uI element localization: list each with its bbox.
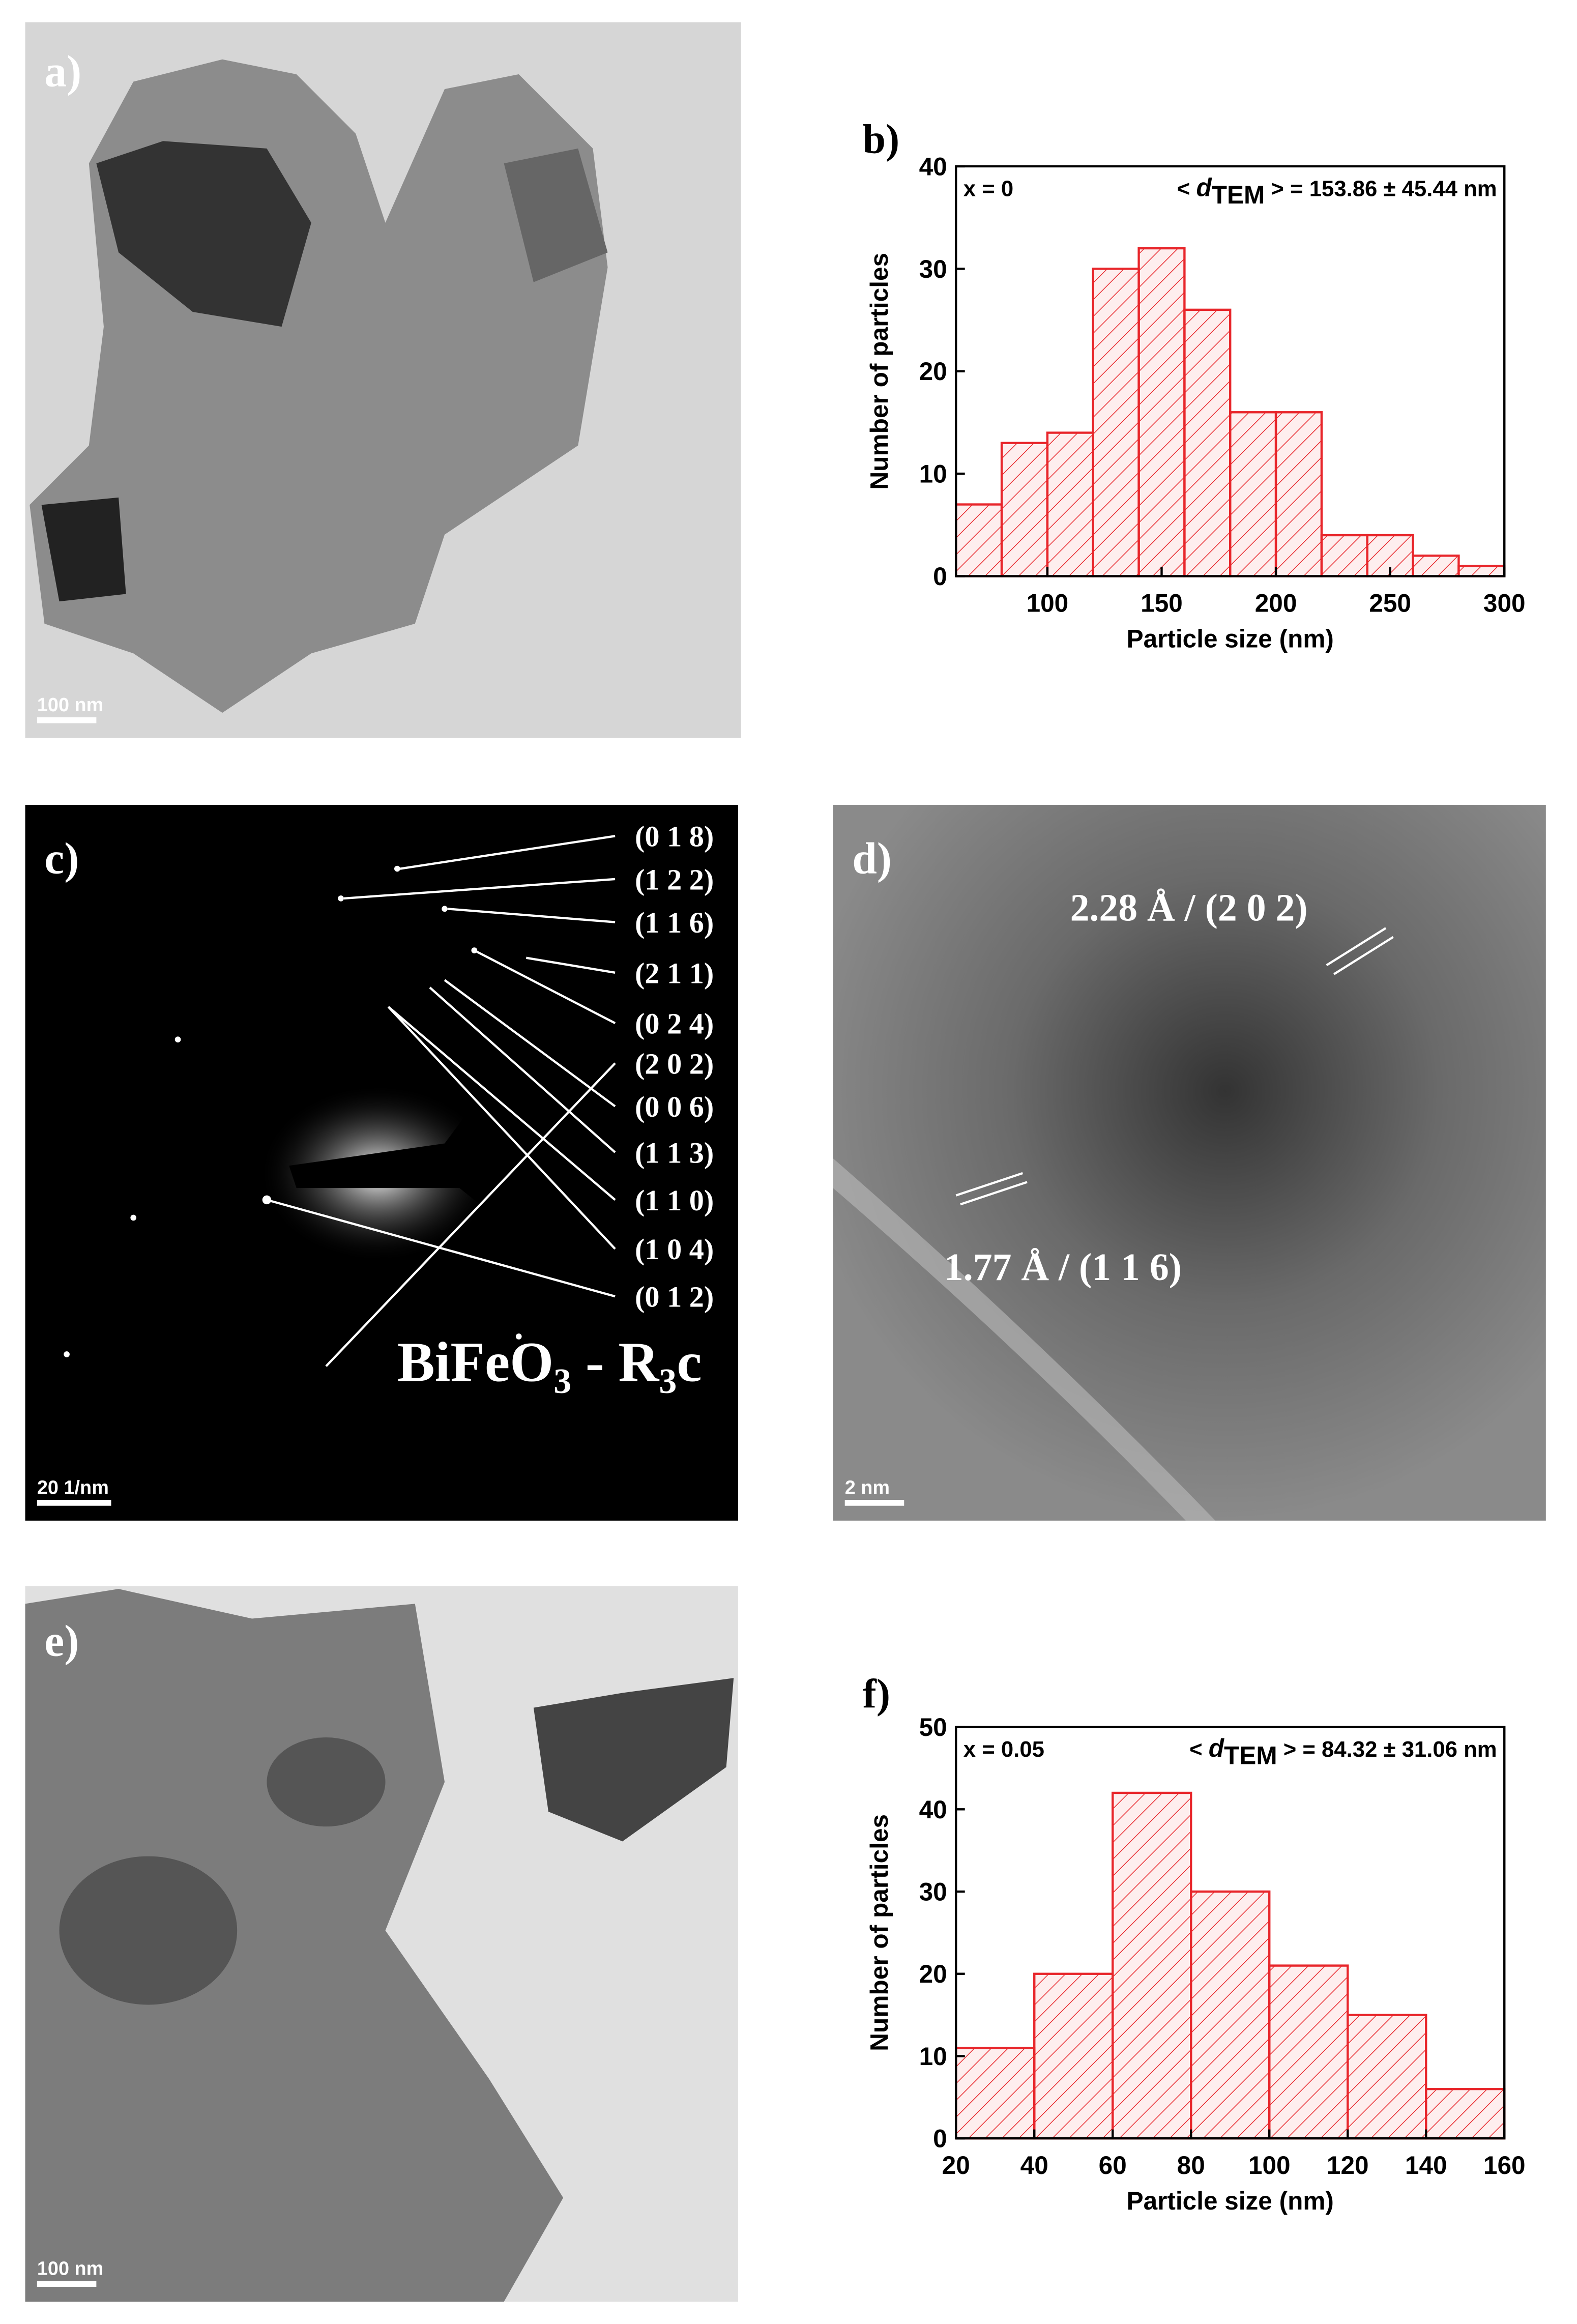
annotation: < dTEM > = 84.32 ± 31.06 nm [1189, 1734, 1497, 1770]
diffraction-label: (0 0 6) [635, 1090, 714, 1123]
histogram-bar [1268, 1964, 1349, 2140]
histogram-bar [1112, 1791, 1192, 2140]
y-tick-label: 0 [933, 562, 947, 591]
histogram-bar [1092, 268, 1140, 577]
annotation: x = 0 [963, 176, 1013, 201]
histogram-bar [1274, 411, 1323, 577]
diffraction-label: (1 2 2) [635, 863, 714, 896]
y-tick-label: 40 [919, 152, 947, 181]
x-axis-label: Particle size (nm) [1127, 625, 1334, 653]
diffraction-label: (0 2 4) [635, 1007, 714, 1040]
diffraction-image [25, 805, 738, 1521]
x-tick-label: 100 [1248, 2151, 1291, 2180]
phase-label-part: 3 [553, 1362, 571, 1401]
y-tick-label: 10 [919, 460, 947, 488]
x-tick-label: 80 [1177, 2151, 1205, 2180]
histogram-bar [1347, 2014, 1427, 2140]
annotation-part: > = 84.32 ± 31.06 nm [1277, 1737, 1497, 1762]
hrtem-image [833, 805, 1546, 1521]
diffraction-label: (1 1 6) [635, 906, 714, 939]
phase-label: BiFeO3 - R3c [397, 1330, 702, 1401]
histogram-bar [1046, 431, 1094, 577]
x-tick-label: 250 [1369, 589, 1411, 618]
diffraction-label: (1 1 3) [635, 1136, 714, 1169]
phase-label-part: - R [571, 1330, 659, 1393]
y-tick-label: 0 [933, 2125, 947, 2153]
histogram-bar [1183, 308, 1232, 577]
histogram-bar [1033, 1972, 1114, 2140]
x-tick-label: 20 [942, 2151, 970, 2180]
histogram-bar [1457, 565, 1506, 577]
annotation: x = 0.05 [963, 1737, 1044, 1762]
diffraction-label: (1 1 0) [635, 1184, 714, 1217]
scale-bar [844, 1500, 904, 1506]
scale-bar-label: 100 nm [37, 694, 104, 716]
histogram-bar [1137, 247, 1186, 577]
phase-label-part: c [677, 1330, 702, 1393]
scale-bar [37, 1500, 111, 1506]
x-tick-label: 200 [1255, 589, 1297, 618]
y-tick-label: 40 [919, 1795, 947, 1824]
histogram-bar [1229, 411, 1277, 577]
scale-bar [37, 2281, 97, 2287]
histogram-bar [955, 2047, 1036, 2140]
y-tick-label: 30 [919, 255, 947, 283]
diffraction-label: (0 1 2) [635, 1281, 714, 1314]
diffraction-label: (0 1 8) [635, 820, 714, 853]
histogram-bar [955, 503, 1003, 577]
phase-label-part: 3 [659, 1362, 677, 1401]
x-tick-label: 300 [1483, 589, 1526, 618]
panel-label: e) [44, 1616, 79, 1665]
tem-image-a [25, 22, 741, 738]
annotation-part: < [1189, 1737, 1209, 1762]
hrtem-label: 1.77 Å / (1 1 6) [944, 1246, 1182, 1289]
histogram-bar [1190, 1890, 1271, 2140]
x-tick-label: 140 [1405, 2151, 1447, 2180]
panel-label: c) [44, 833, 79, 883]
annotation-part: < [1177, 176, 1196, 201]
scale-bar-label: 100 nm [37, 2258, 104, 2280]
diffraction-label: (2 1 1) [635, 956, 714, 990]
annotation-part: > = 153.86 ± 45.44 nm [1265, 176, 1497, 201]
y-tick-label: 50 [919, 1713, 947, 1741]
hrtem-label: 2.28 Å / (2 0 2) [1070, 887, 1308, 929]
panel-label: a) [44, 46, 81, 96]
annotation-part: TEM [1224, 1741, 1277, 1770]
scale-bar-label: 20 1/nm [37, 1477, 109, 1498]
x-tick-label: 150 [1141, 589, 1183, 618]
phase-label-part: BiFeO [397, 1330, 553, 1393]
histogram-bar [1425, 2087, 1506, 2140]
x-tick-label: 100 [1027, 589, 1069, 618]
x-axis-label: Particle size (nm) [1127, 2187, 1334, 2215]
annotation-part: TEM [1212, 181, 1265, 209]
y-tick-label: 30 [919, 1878, 947, 1906]
y-axis-label: Number of particles [865, 1814, 893, 2051]
annotation: < dTEM > = 153.86 ± 45.44 nm [1177, 173, 1497, 209]
y-axis-label: Number of particles [865, 253, 893, 490]
x-tick-label: 160 [1483, 2151, 1526, 2180]
x-tick-label: 60 [1099, 2151, 1127, 2180]
y-tick-label: 20 [919, 357, 947, 386]
annotation-part: d [1209, 1734, 1225, 1762]
scale-bar [37, 717, 97, 723]
histogram-bar [1412, 555, 1460, 577]
panel-label: f) [863, 1671, 890, 1717]
plot-frame [955, 1726, 1506, 2140]
tem-image-e [25, 1586, 738, 2302]
panel-label: d) [852, 833, 892, 883]
histogram-bar [1320, 534, 1368, 577]
scale-bar-label: 2 nm [845, 1477, 890, 1498]
x-tick-label: 40 [1020, 2151, 1048, 2180]
diffraction-label: (1 0 4) [635, 1233, 714, 1266]
diffraction-label: (2 0 2) [635, 1047, 714, 1080]
x-tick-label: 120 [1327, 2151, 1369, 2180]
y-tick-label: 10 [919, 2042, 947, 2071]
histogram-bar [1000, 442, 1049, 577]
panel-label: b) [863, 116, 900, 162]
y-tick-label: 20 [919, 1960, 947, 1988]
annotation-part: d [1196, 173, 1212, 201]
